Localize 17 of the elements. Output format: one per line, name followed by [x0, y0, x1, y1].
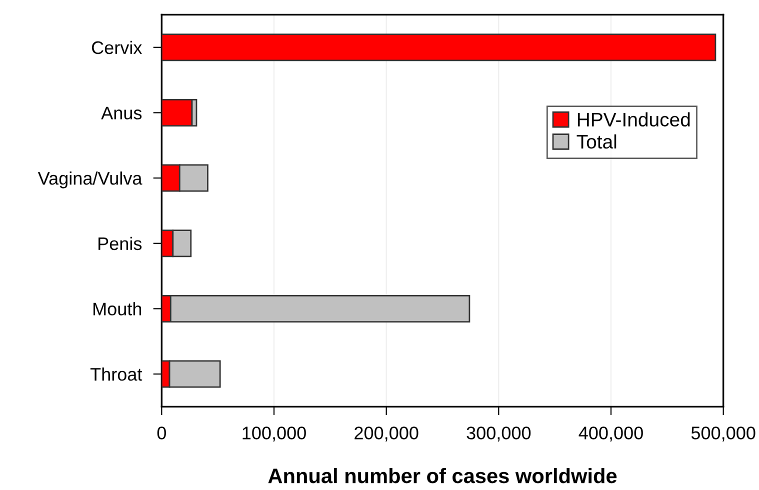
- y-tick-label: Vagina/Vulva: [38, 171, 142, 188]
- y-tick-label: Throat: [90, 367, 142, 381]
- x-tick-label: 200,000: [354, 426, 418, 442]
- legend-label: Total: [576, 134, 616, 149]
- x-tick-label: 400,000: [578, 426, 643, 442]
- x-axis-title: Annual number of cases worldwide: [268, 468, 617, 484]
- x-tick-label: 300,000: [466, 426, 531, 442]
- x-tick-label: 500,000: [691, 426, 756, 442]
- y-tick-label: Anus: [101, 106, 142, 120]
- bar: [162, 98, 193, 126]
- y-tick-label: Cervix: [92, 40, 142, 54]
- y-tick-label: Penis: [98, 236, 142, 250]
- legend-label: HPV-Induced: [578, 112, 690, 127]
- x-tick-label: 100,000: [242, 426, 306, 442]
- bar: [162, 34, 716, 62]
- y-tick-label: Mouth: [94, 302, 142, 316]
- x-tick-label: 0: [157, 426, 166, 440]
